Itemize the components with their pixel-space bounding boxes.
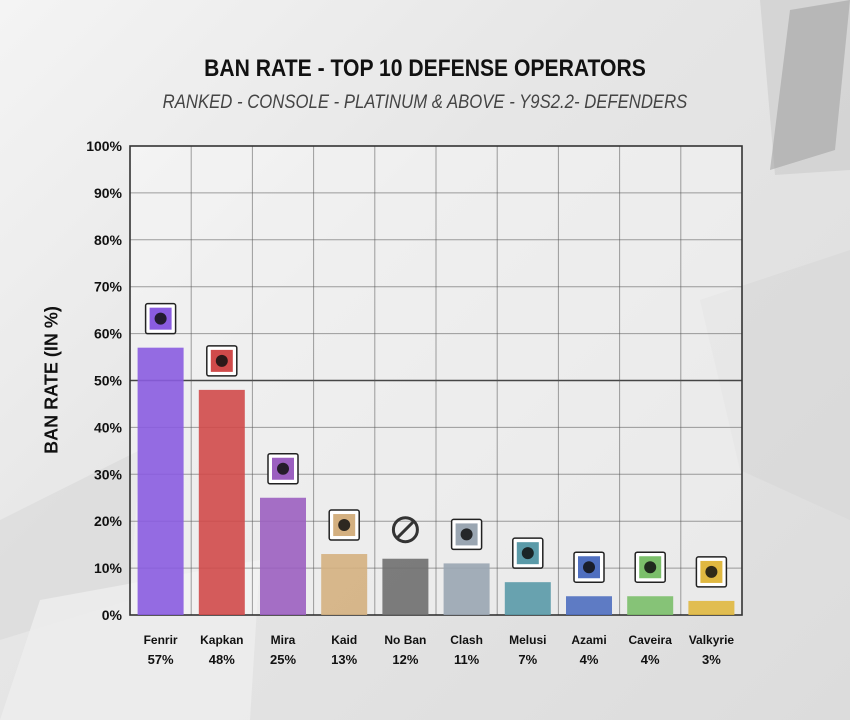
bar-melusi: [504, 582, 551, 615]
kaid-operator-icon: [328, 509, 360, 541]
y-tick-label: 20%: [94, 513, 123, 529]
x-category-label: Kapkan: [200, 633, 243, 647]
y-tick-label: 0%: [102, 607, 123, 623]
x-category-label: Azami: [571, 633, 606, 647]
y-tick-label: 40%: [94, 419, 123, 435]
bar-value-label: 57%: [148, 652, 174, 667]
x-category-label: Fenrir: [144, 633, 178, 647]
bar-value-label: 13%: [331, 652, 357, 667]
mira-operator-icon: [267, 453, 299, 485]
bar-mira: [260, 497, 306, 615]
bar-clash: [443, 563, 490, 615]
melusi-operator-icon: [512, 537, 544, 569]
bar-value-label: 7%: [518, 652, 537, 667]
bar-value-label: 4%: [580, 652, 599, 667]
y-tick-label: 30%: [94, 466, 123, 482]
y-tick-label: 60%: [94, 326, 123, 342]
bar-value-label: 12%: [392, 652, 418, 667]
bar-kapkan: [198, 389, 245, 615]
y-tick-label: 90%: [94, 185, 123, 201]
x-category-label: Valkyrie: [689, 633, 735, 647]
azami-operator-icon: [573, 551, 605, 583]
bar-kaid: [321, 554, 368, 615]
chart-title: BAN RATE - TOP 10 DEFENSE OPERATORS: [204, 55, 646, 82]
fenrir-operator-icon: [144, 302, 177, 335]
bar-azami: [566, 596, 612, 615]
bar-value-label: 3%: [702, 652, 721, 667]
caveira-operator-icon: [634, 551, 666, 583]
x-category-label: No Ban: [384, 633, 426, 647]
clash-operator-icon: [450, 518, 483, 551]
y-tick-label: 100%: [86, 138, 122, 154]
x-category-label: Melusi: [509, 633, 546, 647]
bar-valkyrie: [688, 600, 735, 615]
bar-value-label: 11%: [454, 652, 480, 667]
y-tick-label: 70%: [94, 279, 123, 295]
x-category-label: Caveira: [629, 633, 673, 647]
plot-border: [129, 145, 743, 616]
x-category-label: Mira: [271, 633, 296, 647]
bar-caveira: [627, 596, 674, 615]
y-tick-label: 80%: [94, 232, 123, 248]
bar-value-label: 48%: [209, 652, 235, 667]
y-tick-label: 10%: [94, 560, 123, 576]
bar-fenrir: [137, 347, 184, 615]
x-category-label: Clash: [450, 633, 483, 647]
y-tick-label: 50%: [94, 373, 123, 389]
no-ban-icon: [391, 516, 419, 544]
valkyrie-operator-icon: [695, 556, 728, 588]
kapkan-operator-icon: [206, 345, 238, 377]
bar-value-label: 25%: [270, 652, 296, 667]
chart-subtitle: RANKED - CONSOLE - PLATINUM & ABOVE - Y9…: [162, 92, 688, 113]
bar-value-label: 4%: [641, 652, 660, 667]
x-category-label: Kaid: [331, 633, 357, 647]
bar-no-ban: [382, 558, 429, 615]
